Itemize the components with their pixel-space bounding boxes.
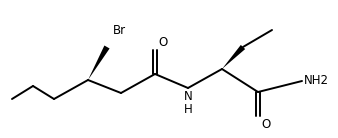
Polygon shape	[222, 45, 245, 69]
Text: NH2: NH2	[304, 75, 329, 87]
Text: N
H: N H	[184, 90, 192, 116]
Text: Br: Br	[113, 23, 126, 36]
Text: O: O	[158, 36, 167, 49]
Text: O: O	[261, 118, 270, 131]
Polygon shape	[88, 46, 110, 80]
